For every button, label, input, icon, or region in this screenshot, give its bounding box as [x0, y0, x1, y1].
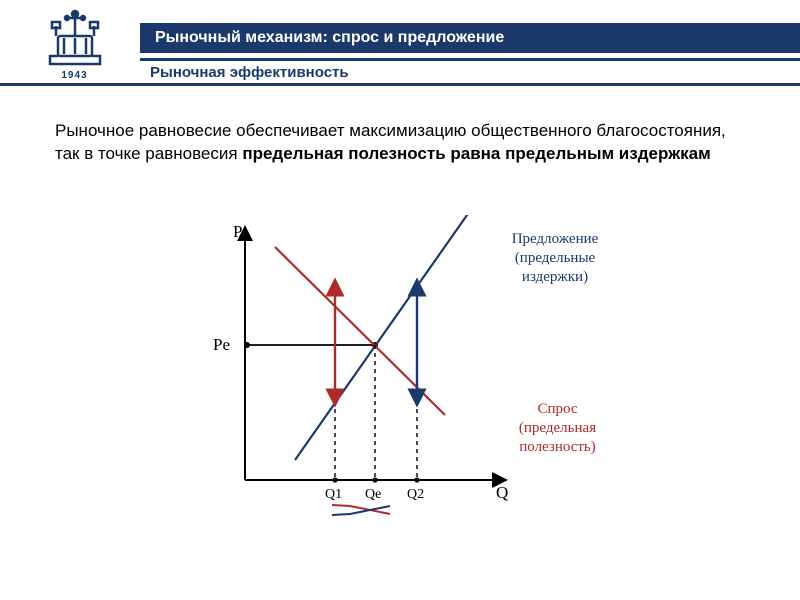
- dot-qe: [372, 477, 377, 482]
- slide-root: 1943 Рыночный механизм: спрос и предложе…: [0, 0, 800, 600]
- subtitle-bar: Рыночная эффективность: [140, 58, 800, 86]
- supply-demand-chart: P Q Pe Q1 Qe Q2 Предложение (предельные издерж…: [200, 215, 700, 565]
- x-axis-label: Q: [496, 483, 508, 502]
- y-axis-label: P: [233, 222, 242, 241]
- dot-q2: [414, 477, 419, 482]
- legend-demand: Спрос (предельная полезность): [510, 400, 605, 520]
- slide-subtitle: Рыночная эффективность: [150, 64, 349, 81]
- label-qe: Qe: [365, 487, 381, 502]
- demand-line: [275, 247, 445, 415]
- label-q2: Q2: [407, 487, 424, 502]
- paragraph-bold: предельная полезность равна предельным и…: [242, 144, 710, 163]
- pe-label: Pe: [213, 335, 230, 354]
- legend-supply: Предложение (предельные издержки): [505, 230, 605, 350]
- supply-line: [295, 215, 472, 460]
- label-q1: Q1: [325, 487, 342, 502]
- title-bar: Рыночный механизм: спрос и предложение: [140, 23, 800, 53]
- slide-title: Рыночный механизм: спрос и предложение: [155, 29, 504, 47]
- dot-q1: [332, 477, 337, 482]
- main-paragraph: Рыночное равновесие обеспечивает максими…: [55, 120, 745, 166]
